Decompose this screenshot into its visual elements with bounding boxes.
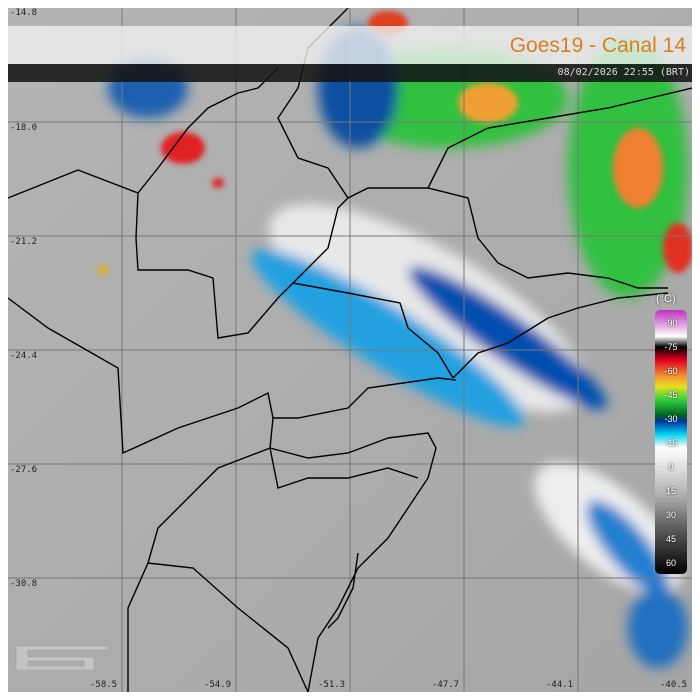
logo-icon (15, 645, 108, 670)
latitude-label: -24.4 (10, 351, 38, 361)
colorbar-unit: (°C) (656, 293, 676, 305)
longitude-label: -40.5 (660, 680, 688, 690)
colorbar-tick: 60 (665, 558, 676, 568)
colorbar-tick: -45 (664, 390, 678, 400)
colorbar-tick: 45 (665, 534, 676, 544)
map-title: Goes19 - Canal 14 (509, 34, 686, 57)
latitude-label: -27.6 (10, 465, 38, 475)
colorbar-tick: -75 (664, 342, 678, 352)
timestamp: 08/02/2026 22:55 (BRT) (557, 67, 690, 78)
colorbar-tick: -15 (664, 438, 678, 448)
satellite-image (8, 8, 692, 692)
title-bar (8, 26, 692, 64)
colorbar-tick: 0 (668, 462, 674, 472)
longitude-label: -58.5 (90, 680, 118, 690)
latitude-label: -14.8 (10, 8, 38, 18)
longitude-label: -47.7 (432, 680, 460, 690)
colorbar-tick: -30 (664, 414, 678, 424)
latitude-label: -30.8 (10, 579, 38, 589)
colorbar-tick: 30 (665, 510, 676, 520)
colorbar-tick: -90 (664, 318, 678, 328)
latitude-label: -18.0 (10, 123, 38, 133)
colorbar-tick: -60 (664, 366, 678, 376)
grid-lines (8, 8, 692, 692)
timestamp-bar (8, 64, 692, 82)
colorbar-tick: 15 (665, 486, 676, 496)
longitude-label: -51.3 (318, 680, 346, 690)
longitude-label: -44.1 (546, 680, 574, 690)
latitude-label: -21.2 (10, 237, 38, 247)
temperature-colorbar (655, 310, 687, 574)
longitude-label: -54.9 (204, 680, 232, 690)
